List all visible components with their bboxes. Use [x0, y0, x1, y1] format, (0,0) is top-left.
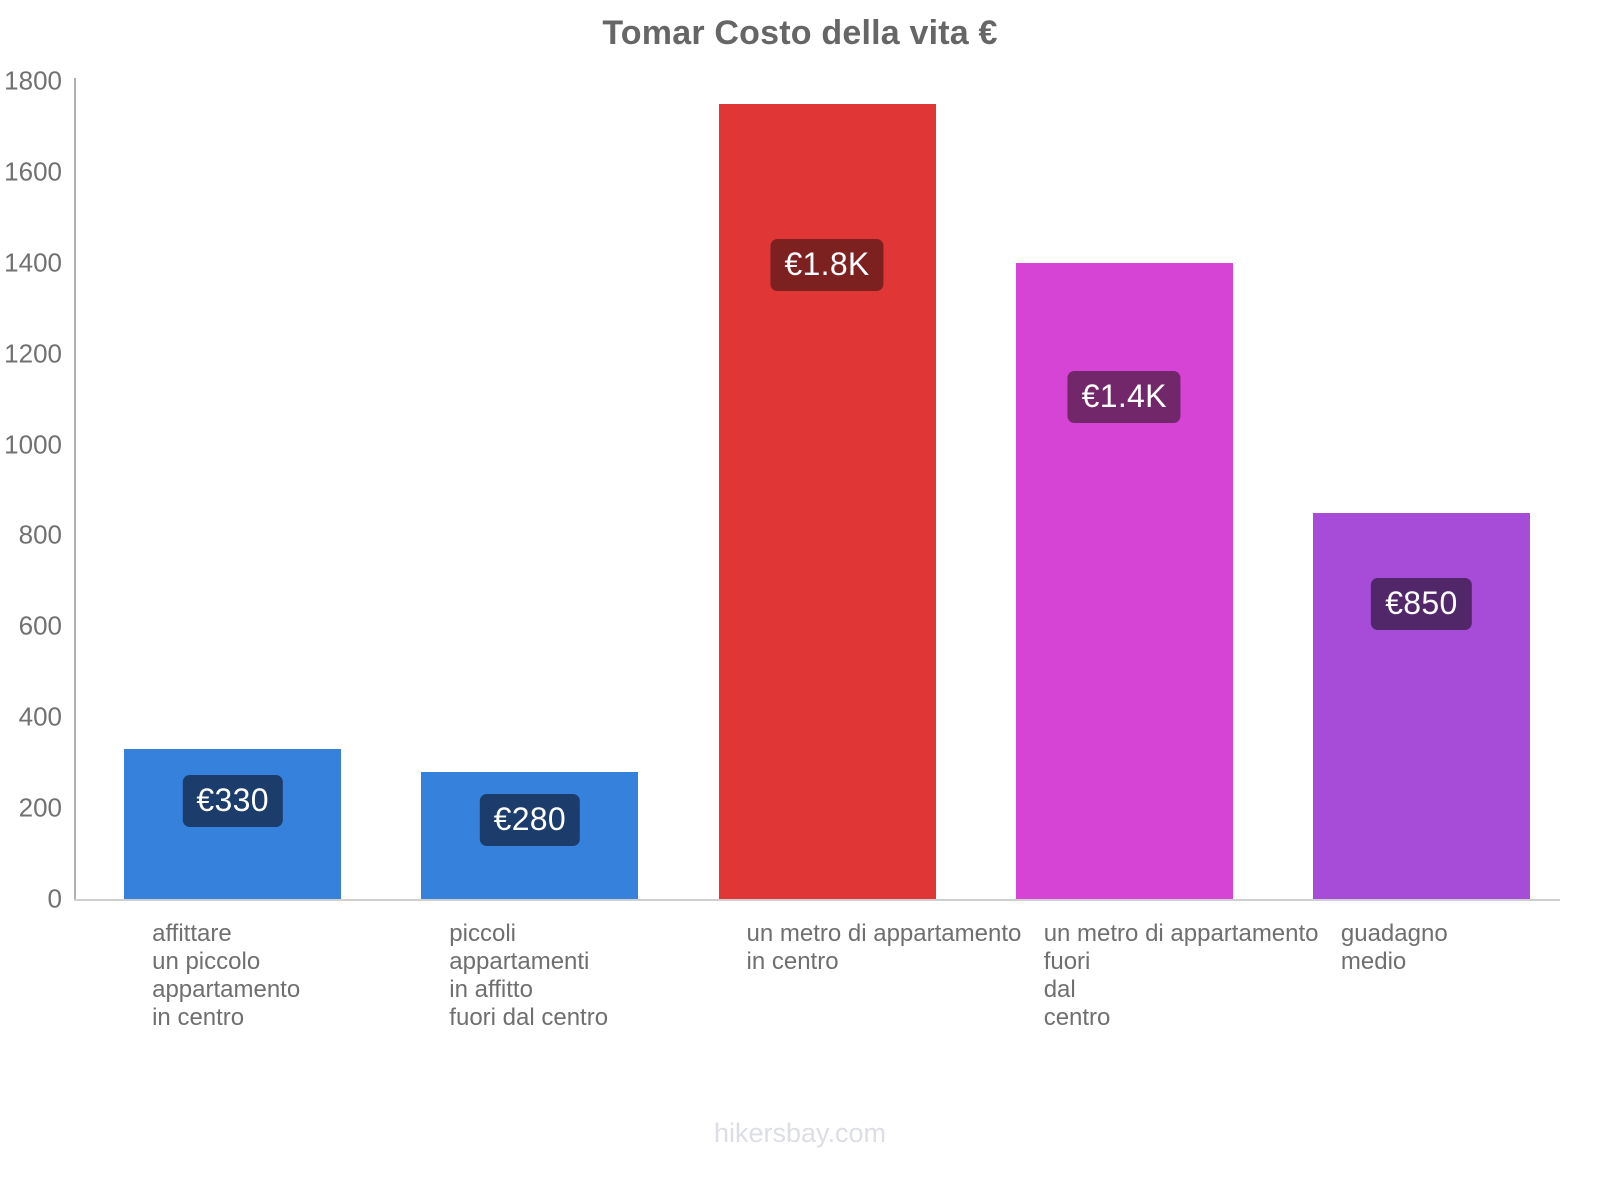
bar[interactable]: €1.8K [718, 103, 936, 899]
y-axis-tick-label: 1600 [4, 156, 62, 187]
x-axis-category-label: guadagno medio [1340, 920, 1448, 976]
y-axis-tick-label: 1000 [4, 429, 62, 460]
y-axis-line [74, 78, 76, 901]
x-axis-category-label: un metro di appartamento fuori dal centr… [1043, 920, 1319, 1032]
bar-value-label: €280 [479, 793, 580, 846]
footer-watermark: hikersbay.com [713, 1118, 887, 1148]
y-axis-tick-label: 1200 [4, 338, 62, 369]
bar[interactable]: €330 [124, 749, 342, 899]
bar-value-label: €1.8K [770, 238, 884, 291]
y-axis-tick-label: 0 [47, 883, 62, 914]
x-axis-category-label: affittare un piccolo appartamento in cen… [152, 920, 301, 1032]
y-axis-tick-label: 1800 [4, 65, 62, 96]
bar[interactable]: €1.4K [1015, 262, 1233, 899]
plot-area: €330 €280 €1.8K €1.4K €850 [74, 81, 1560, 899]
bar-value-label: €850 [1371, 578, 1472, 631]
y-axis-tick-label: 200 [18, 792, 62, 823]
chart-title: Tomar Costo della vita € [602, 14, 998, 52]
y-axis-tick-label: 400 [18, 701, 62, 732]
x-axis-line [74, 899, 1560, 901]
bar[interactable]: €850 [1312, 512, 1530, 899]
y-axis-tick-label: 800 [18, 519, 62, 550]
bar[interactable]: €280 [421, 771, 639, 899]
y-axis-tick-label: 600 [18, 610, 62, 641]
bar-value-label: €1.4K [1067, 370, 1181, 423]
x-axis-category-label: un metro di appartamento in centro [746, 920, 1022, 976]
x-axis-category-label: piccoli appartamenti in affitto fuori da… [449, 920, 609, 1032]
y-axis-tick-label: 1400 [4, 247, 62, 278]
bar-value-label: €330 [182, 774, 283, 827]
